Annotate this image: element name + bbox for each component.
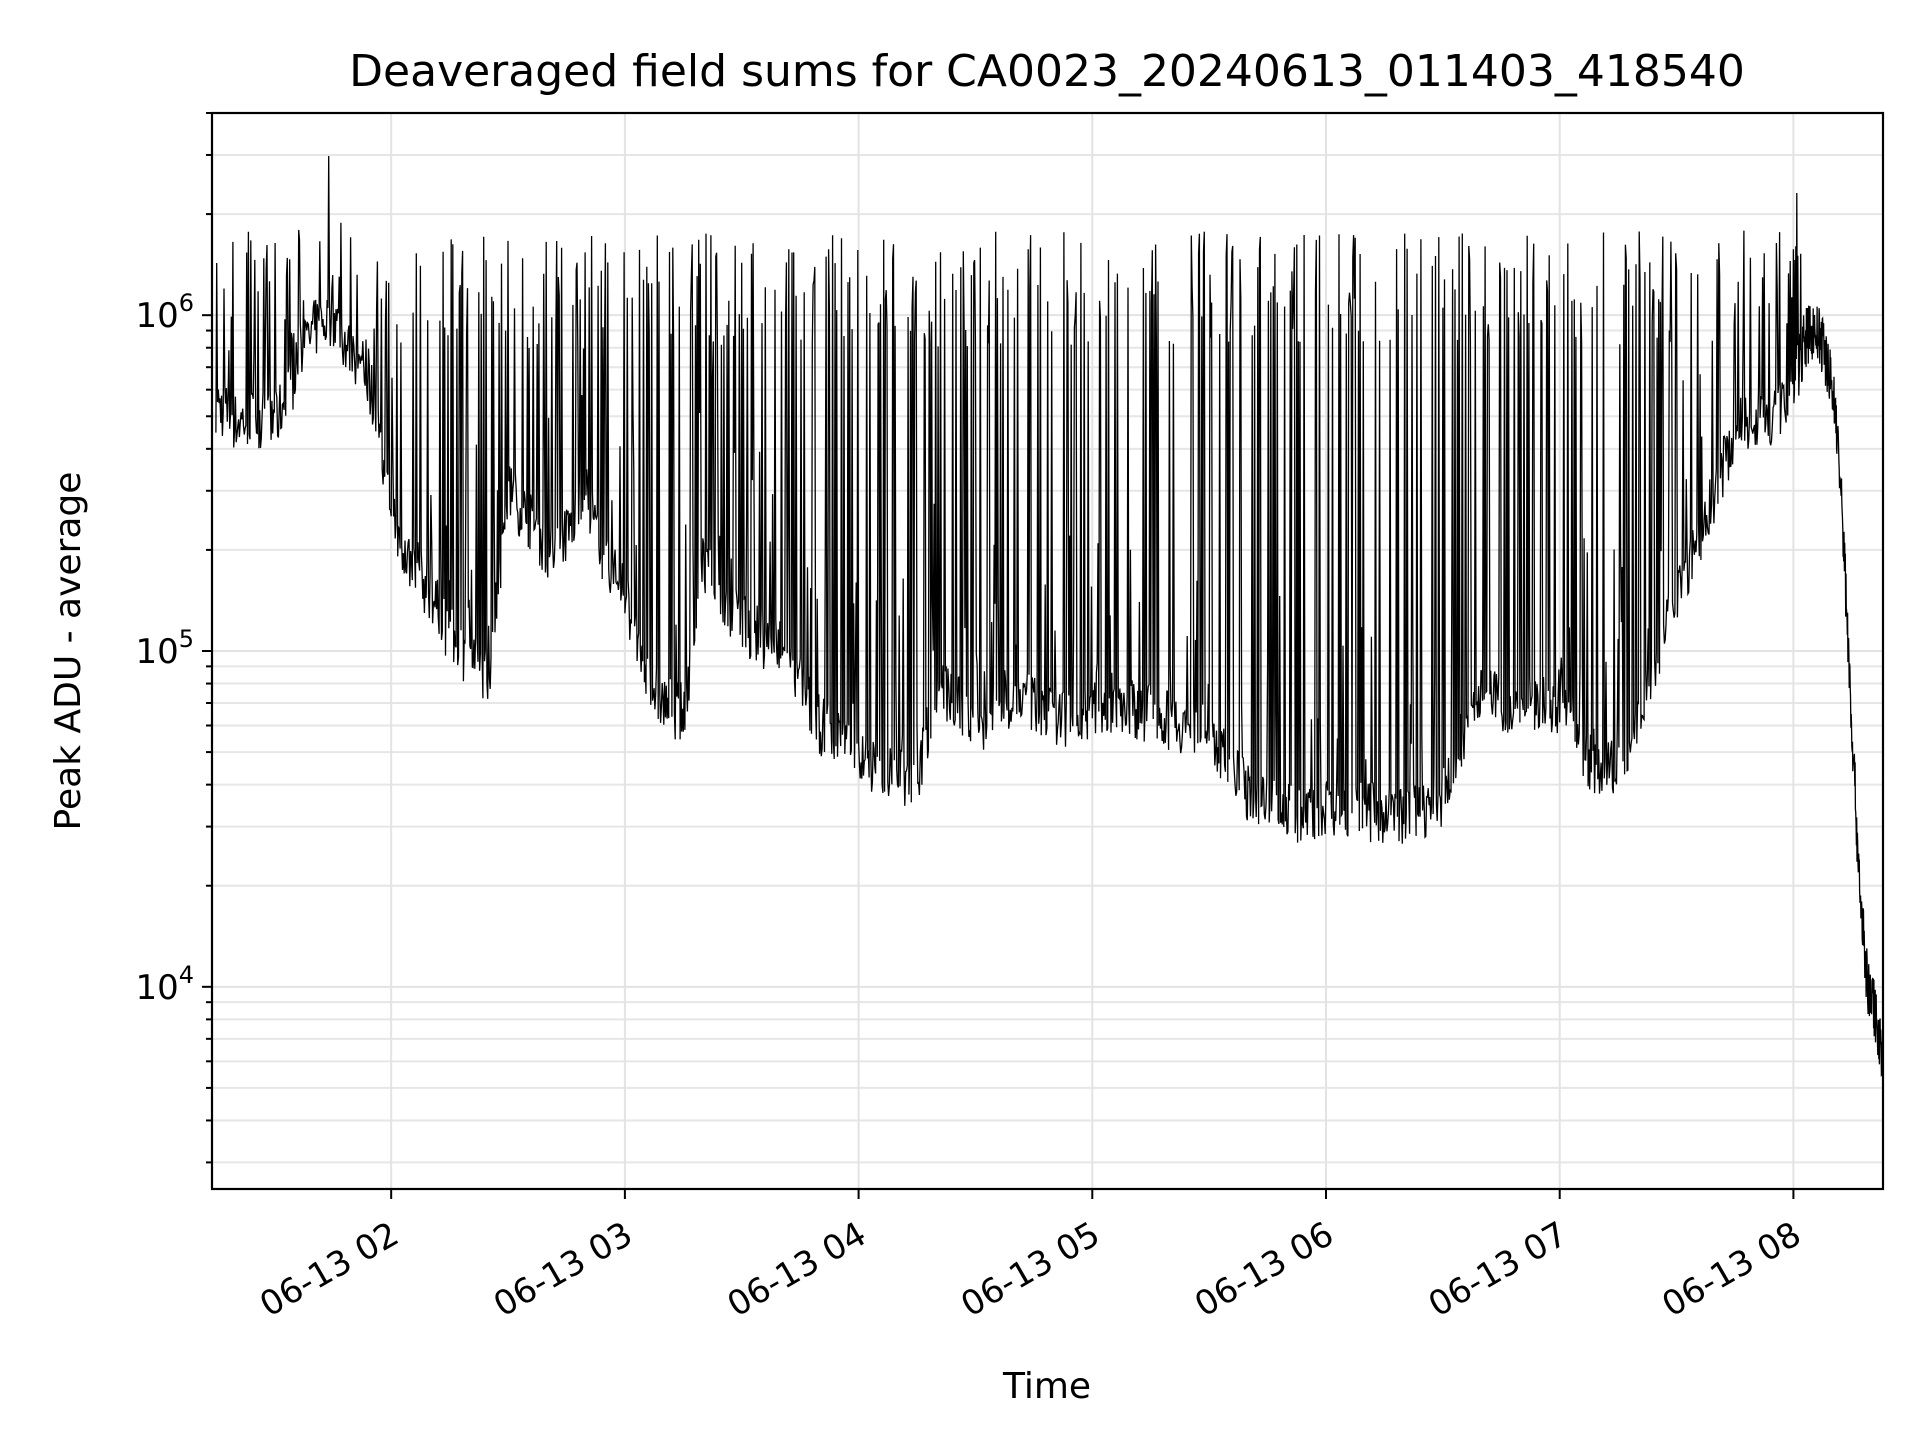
y-tick-label-exponent: 4 [179,961,194,989]
series-line [215,155,1884,1077]
y-tick-label: 106 [135,289,194,336]
y-tick-label: 105 [135,625,194,672]
y-tick-label-exponent: 6 [179,289,194,317]
y-tick-label: 104 [135,961,194,1008]
y-axis-label: Peak ADU - average [48,472,89,831]
y-tick-label-exponent: 5 [179,625,194,653]
y-tick-label-base: 10 [135,296,178,336]
y-tick-label-base: 10 [135,632,178,672]
chart-title: Deaveraged field sums for CA0023_2024061… [349,46,1745,97]
y-tick-label-base: 10 [135,968,178,1008]
x-axis-label: Time [1002,1366,1091,1407]
series-layer [215,155,1884,1077]
